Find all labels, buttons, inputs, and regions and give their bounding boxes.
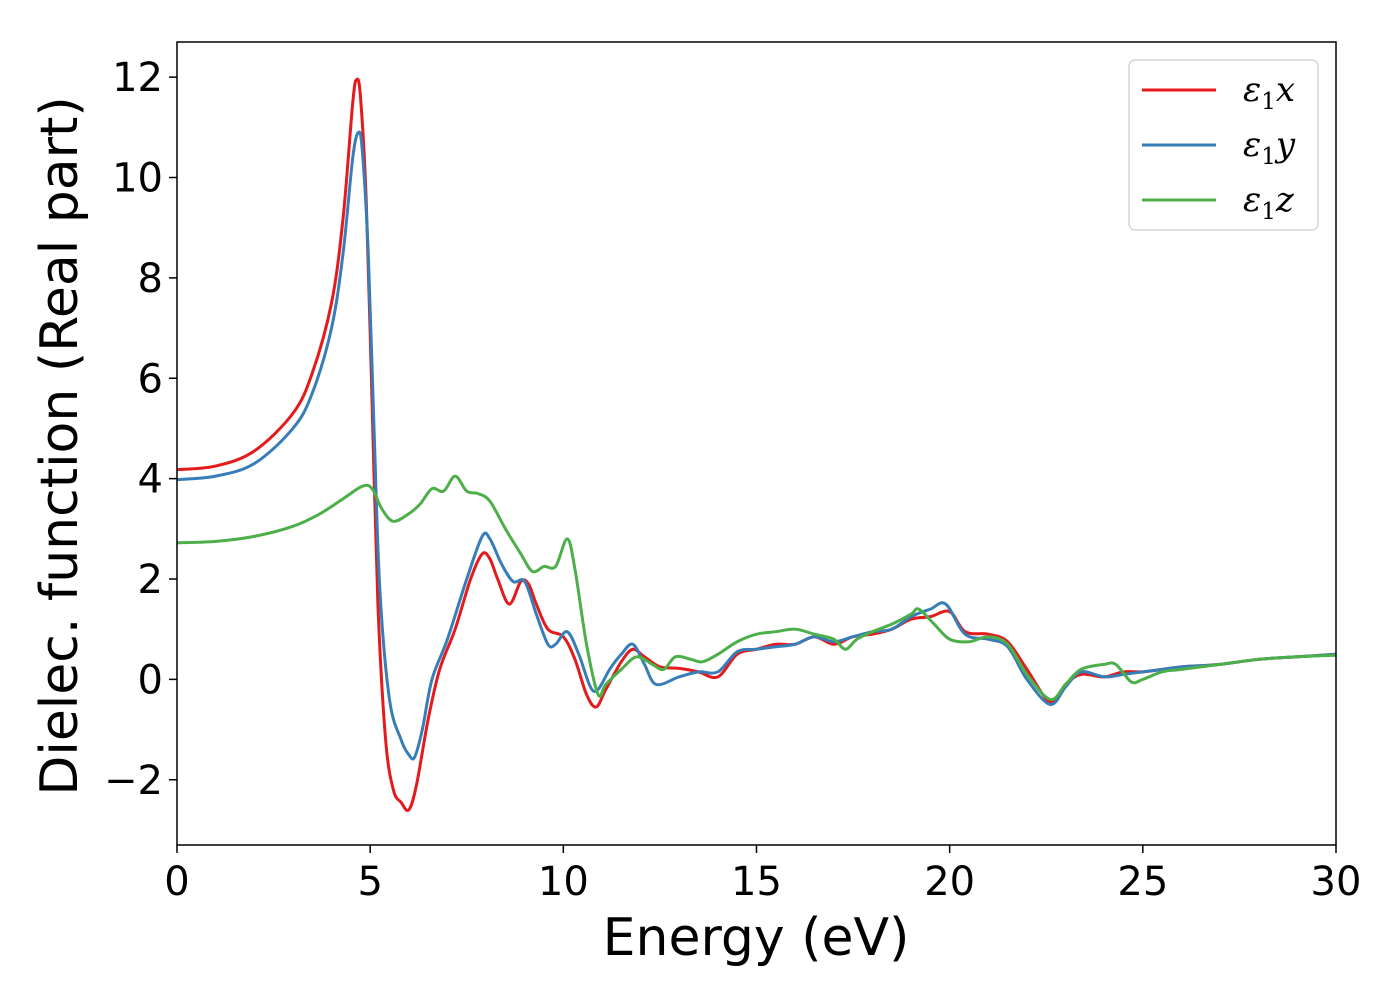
y-ticks: −2 0 2 4 6 8 10 12 (104, 55, 177, 804)
x-tick-label: 15 (731, 859, 782, 905)
legend-label: ε1y (1243, 125, 1296, 170)
x-tick-label: 0 (164, 859, 189, 905)
legend-label: ε1x (1243, 70, 1295, 115)
y-tick-label: 0 (138, 657, 163, 703)
y-axis-label: Dielec. function (Real part) (30, 96, 90, 795)
legend-entry-y: ε1y (1142, 125, 1296, 170)
legend-label: ε1z (1243, 180, 1295, 225)
x-ticks: 0 5 10 15 20 25 30 (164, 845, 1361, 905)
legend-entry-x: ε1x (1142, 70, 1295, 115)
x-axis-label: Energy (eV) (603, 908, 910, 968)
y-tick-label: 10 (112, 156, 163, 202)
series-layer (177, 77, 1336, 813)
x-tick-label: 10 (538, 859, 589, 905)
y-tick-label: −2 (104, 758, 163, 804)
y-tick-label: 2 (138, 557, 163, 603)
legend: ε1x ε1y ε1z (1128, 59, 1319, 231)
x-tick-label: 30 (1311, 859, 1362, 905)
legend-entry-z: ε1z (1142, 180, 1295, 225)
series-line-z (177, 474, 1336, 701)
series-line-y (177, 130, 1336, 761)
x-tick-label: 20 (924, 859, 975, 905)
y-tick-label: 12 (112, 55, 163, 101)
y-tick-label: 6 (138, 356, 163, 402)
x-tick-label: 25 (1117, 859, 1168, 905)
x-tick-label: 5 (357, 859, 382, 905)
y-tick-label: 8 (138, 256, 163, 302)
legend-box (1128, 59, 1319, 231)
y-tick-label: 4 (138, 457, 163, 503)
